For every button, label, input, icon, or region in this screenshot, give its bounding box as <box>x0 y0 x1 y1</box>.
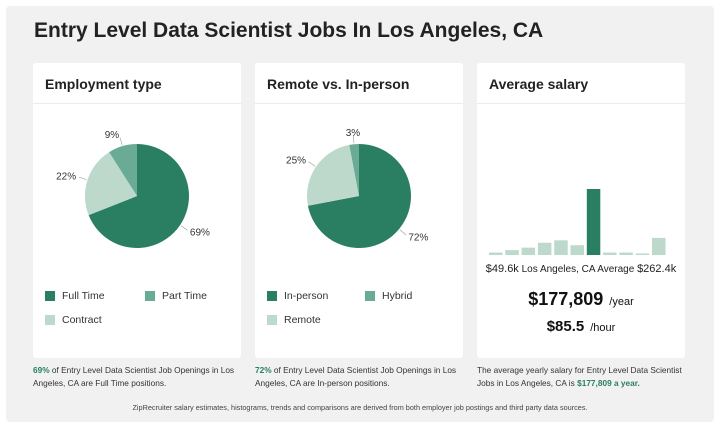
remote-vs-in-person-pie: 72% 25% 3% <box>286 128 428 248</box>
footer-disclaimer: ZipRecruiter salary estimates, histogram… <box>132 403 588 412</box>
remote-label-in-person: 72% <box>408 232 428 243</box>
remote-leader-line <box>308 161 316 167</box>
legend-full-time: Full Time <box>45 290 105 302</box>
swatch-contract <box>45 315 55 325</box>
salary-caption-text: The average yearly salary for Entry Leve… <box>477 365 682 388</box>
swatch-full-time <box>45 291 55 301</box>
employment-slice-full-time <box>88 144 189 248</box>
histogram-bar <box>586 189 601 255</box>
remote-caption-percent: 72% <box>255 365 272 375</box>
salary-range-mid: Los Angeles, CA Average <box>521 264 635 275</box>
yearly-salary-unit: /year <box>609 296 634 308</box>
hourly-salary-value: $85.5 <box>546 318 585 335</box>
remote-label-remote: 25% <box>286 156 306 167</box>
yearly-salary: $177,809/year <box>477 289 685 310</box>
hourly-salary: $85.5/hour <box>477 318 685 336</box>
histogram-bar <box>635 253 650 255</box>
histogram-bar <box>505 250 519 255</box>
histogram-bar <box>537 242 552 255</box>
swatch-in-person <box>267 291 277 301</box>
remote-slice-hybrid <box>349 144 359 196</box>
legend-contract-label: Contract <box>62 314 102 326</box>
histogram-bar <box>554 240 568 255</box>
histogram-bar <box>570 245 584 255</box>
legend-in-person-label: In-person <box>284 290 329 302</box>
legend-remote-label: Remote <box>284 314 321 326</box>
remote-leader-line <box>352 135 355 144</box>
employment-caption: 69% of Entry Level Data Scientist Job Op… <box>33 364 245 389</box>
histogram-bar <box>603 252 617 255</box>
employment-slice-part-time <box>109 144 137 196</box>
legend-hybrid-label: Hybrid <box>382 290 413 302</box>
legend-full-time-label: Full Time <box>62 290 105 302</box>
swatch-hybrid <box>365 291 375 301</box>
swatch-part-time <box>145 291 155 301</box>
card-divider <box>477 103 685 104</box>
salary-caption-amount: $177,809 a year. <box>577 377 640 388</box>
card-divider <box>33 103 241 104</box>
remote-caption: 72% of Entry Level Data Scientist Job Op… <box>255 364 467 389</box>
employment-type-pie: 69% 22% 9% <box>56 130 210 248</box>
remote-vs-in-person-title: Remote vs. In-person <box>267 76 410 92</box>
card-divider <box>255 103 463 104</box>
legend-hybrid: Hybrid <box>365 290 412 302</box>
salary-caption: The average yearly salary for Entry Leve… <box>477 364 692 389</box>
salary-range-low: $49.6k <box>485 263 519 275</box>
employment-leader-line <box>180 225 188 231</box>
employment-leader-line <box>78 176 87 180</box>
average-salary-card: Average salary $49.6k Los Angeles, CA Av… <box>477 63 685 358</box>
histogram-bar <box>652 237 666 255</box>
employment-type-card: Employment type 69% 22% 9% Full Time Part … <box>33 63 241 358</box>
histogram-bar <box>619 252 633 255</box>
swatch-remote <box>267 315 277 325</box>
remote-leader-line <box>399 229 407 236</box>
remote-vs-in-person-card: Remote vs. In-person 72% 25% 3% In-person … <box>255 63 463 358</box>
employment-label-full-time: 69% <box>190 227 210 238</box>
legend-contract: Contract <box>45 314 102 326</box>
salary-range-row: $49.6k Los Angeles, CA Average $262.4k <box>477 263 685 275</box>
remote-caption-text: of Entry Level Data Scientist Job Openin… <box>255 365 457 388</box>
legend-part-time: Part Time <box>145 290 207 302</box>
remote-label-hybrid: 3% <box>346 128 361 139</box>
legend-in-person: In-person <box>267 290 328 302</box>
remote-slice-remote <box>307 144 359 206</box>
legend-remote: Remote <box>267 314 321 326</box>
legend-part-time-label: Part Time <box>162 290 207 302</box>
employment-slice-contract <box>85 152 137 216</box>
employment-leader-line <box>119 137 123 146</box>
employment-type-title: Employment type <box>45 76 162 92</box>
employment-caption-percent: 69% <box>33 365 50 375</box>
histogram-bar <box>521 247 536 255</box>
salary-range-high: $262.4k <box>637 263 677 275</box>
salary-histogram <box>489 189 666 255</box>
average-salary-title: Average salary <box>489 76 589 92</box>
histogram-bar <box>489 252 503 255</box>
yearly-salary-value: $177,809 <box>528 289 604 309</box>
employment-caption-text: of Entry Level Data Scientist Job Openin… <box>33 365 235 388</box>
page-title: Entry Level Data Scientist Jobs In Los A… <box>34 19 544 42</box>
employment-label-contract: 22% <box>56 172 76 183</box>
remote-slice-in-person <box>307 144 411 248</box>
employment-label-part-time: 9% <box>105 130 120 141</box>
hourly-salary-unit: /hour <box>590 322 616 334</box>
